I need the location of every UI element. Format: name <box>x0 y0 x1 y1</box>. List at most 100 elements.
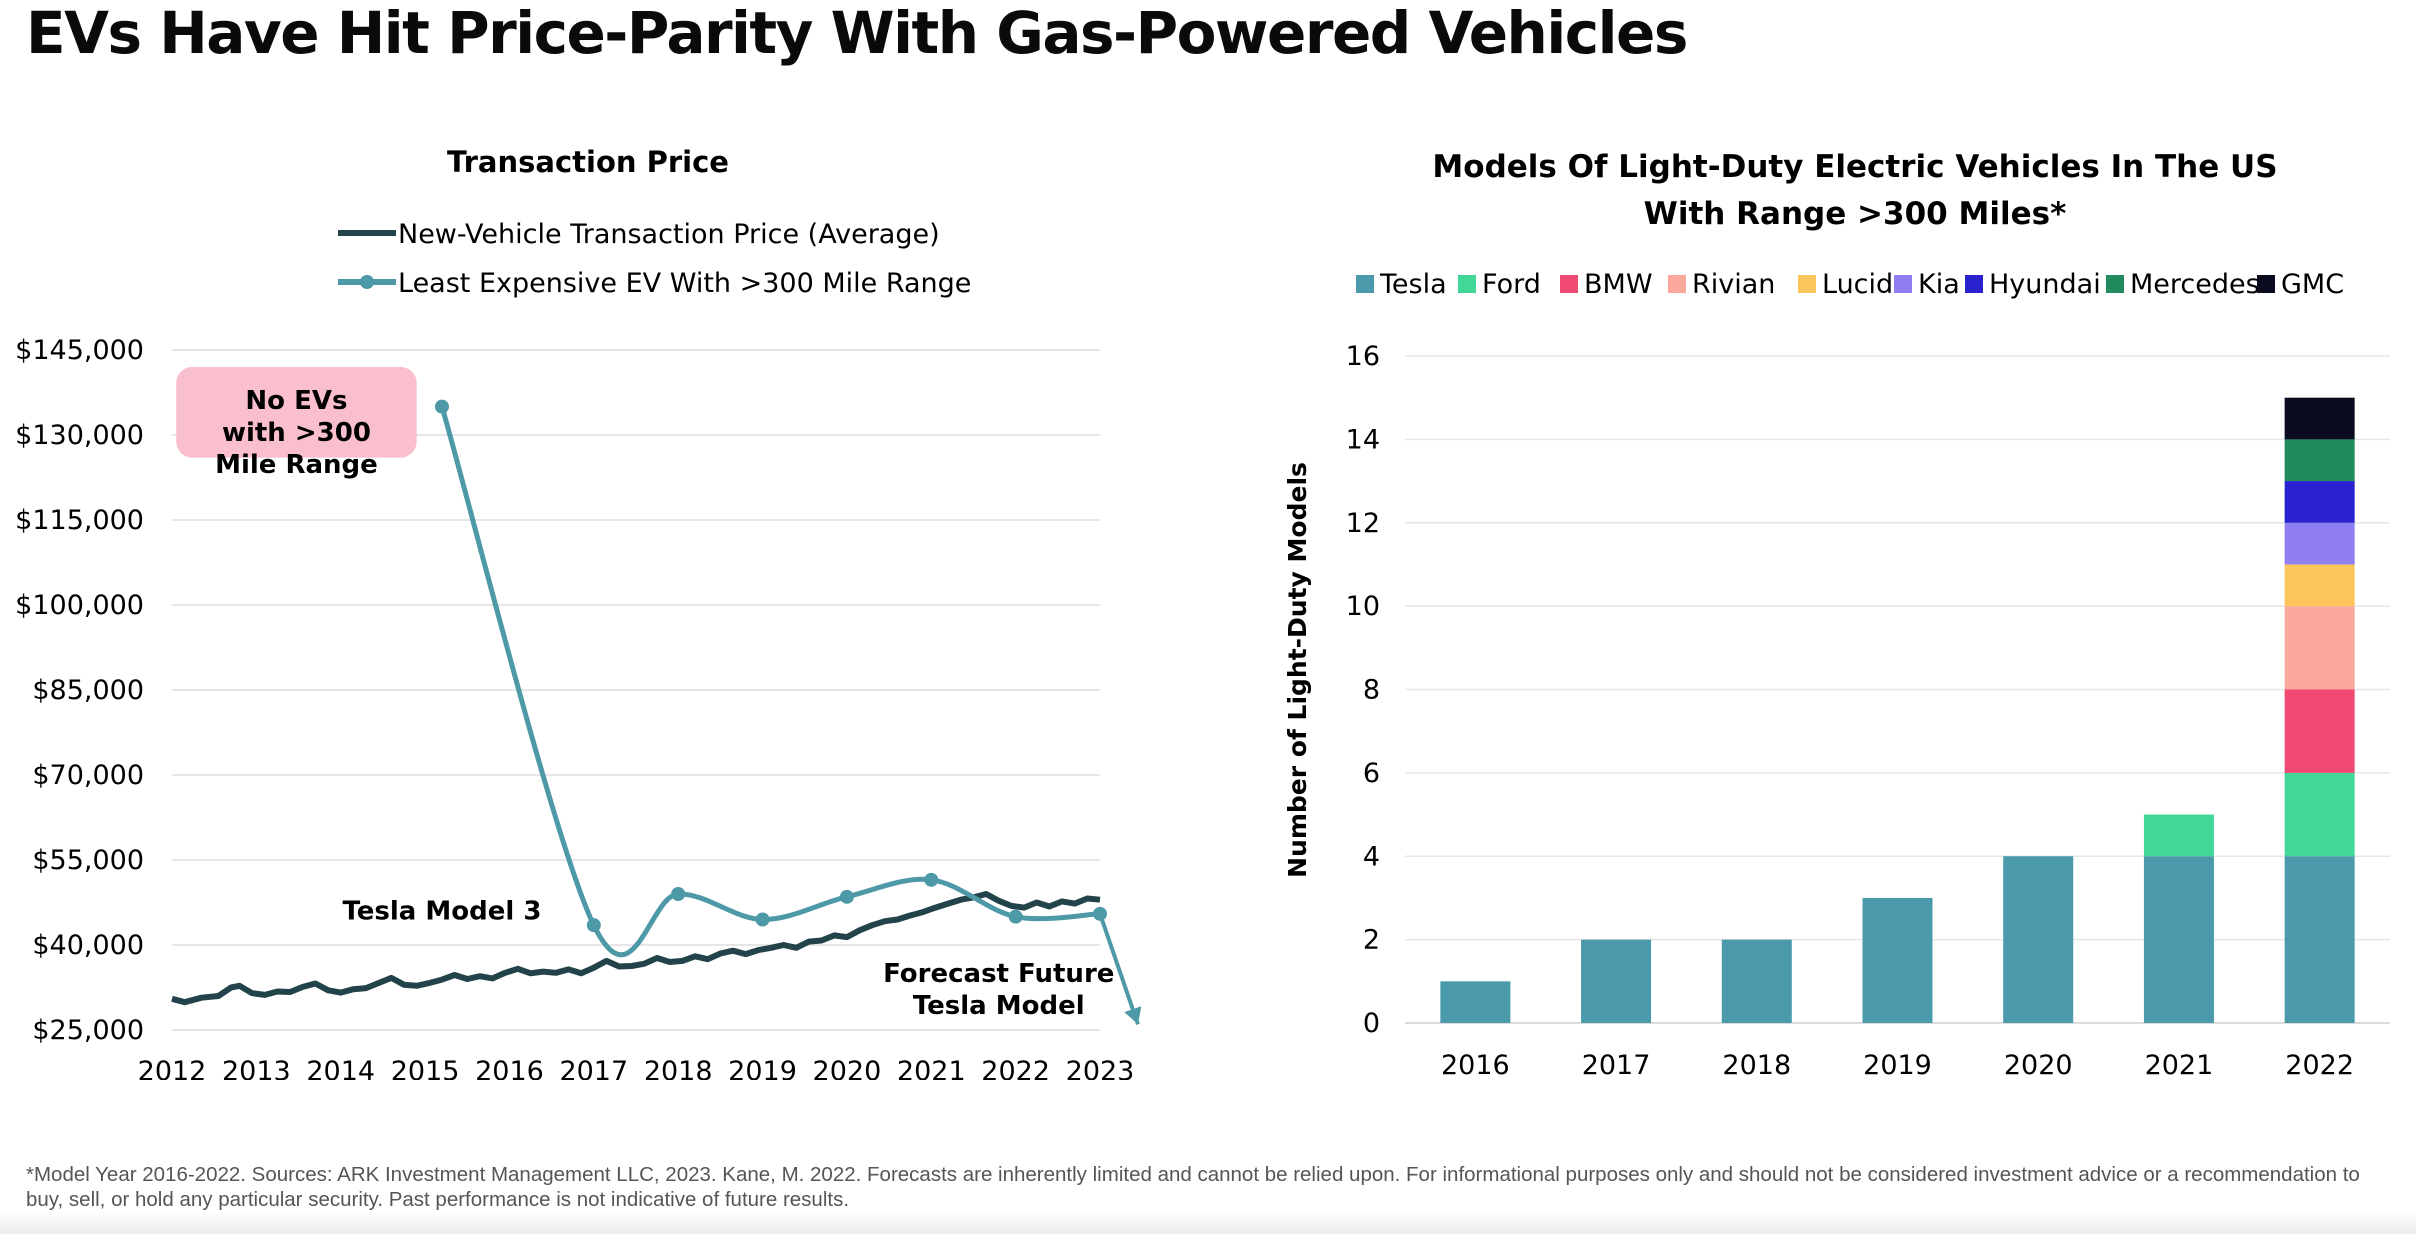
x-tick-label: 2023 <box>1066 1056 1135 1080</box>
ev-price-point <box>755 912 770 927</box>
legend-swatch-rivian <box>1668 275 1686 293</box>
bar-rivian-2022 <box>2284 606 2355 690</box>
legend-label-lucid: Lucid <box>1822 269 1893 300</box>
bar-gmc-2022 <box>2284 397 2355 440</box>
x-tick-label: 2016 <box>475 1056 544 1080</box>
right-y-axis-label: Number of Light-Duty Models <box>1283 462 1312 878</box>
x-tick-label: 2022 <box>2285 1050 2354 1080</box>
bar-mercedes-2022 <box>2284 439 2355 482</box>
no-ev-box-text: with >300 <box>222 418 371 448</box>
forecast-label: Forecast Future <box>883 959 1114 989</box>
x-tick-label: 2018 <box>1722 1050 1791 1080</box>
legend-swatch-hyundai <box>1965 275 1983 293</box>
legend-swatch-ford <box>1458 275 1476 293</box>
x-tick-label: 2022 <box>981 1056 1050 1080</box>
x-tick-label: 2018 <box>644 1056 713 1080</box>
bar-hyundai-2022 <box>2284 481 2355 523</box>
no-ev-box <box>176 367 417 458</box>
ev-price-point <box>1008 909 1023 924</box>
right-chart-legend: Tesla Ford BMW Rivian Lucid Kia Hyundai Mercede… <box>1356 269 2344 300</box>
bar-tesla-2019 <box>1862 897 1933 1023</box>
bar-tesla-2017 <box>1581 939 1652 1023</box>
footnote: *Model Year 2016-2022. Sources: ARK Inve… <box>26 1163 2360 1211</box>
y-tick-label: $100,000 <box>15 590 144 621</box>
x-tick-label: 2013 <box>222 1056 291 1080</box>
forecast-label: Tesla Model <box>913 991 1085 1021</box>
x-tick-label: 2020 <box>2004 1050 2073 1080</box>
y-tick-label: 14 <box>1346 424 1380 455</box>
y-tick-label: $55,000 <box>32 845 144 876</box>
x-tick-label: 2017 <box>559 1056 628 1080</box>
no-ev-box-text: No EVs <box>245 386 347 416</box>
y-tick-label: $130,000 <box>15 420 144 451</box>
right-chart-title-line-1: Models Of Light-Duty Electric Vehicles I… <box>1432 149 2277 185</box>
legend-label-bmw: BMW <box>1584 269 1653 300</box>
legend-swatch-bmw <box>1560 275 1578 293</box>
x-tick-label: 2020 <box>813 1056 882 1080</box>
legend-label-tesla: Tesla <box>1379 269 1447 300</box>
left-y-axis: $25,000 $40,000 $55,000 $70,000 $85,000 $100,… <box>15 335 144 1046</box>
ev-price-point <box>924 872 939 887</box>
x-tick-label: 2016 <box>1441 1050 1510 1080</box>
legend-label-hyundai: Hyundai <box>1989 269 2101 300</box>
y-tick-label: $85,000 <box>32 675 144 706</box>
legend-swatch-kia <box>1894 275 1912 293</box>
ev-models-chart: Models Of Light-Duty Electric Vehicles I… <box>1283 149 2390 1080</box>
legend-marker-ev <box>360 275 374 289</box>
left-chart-grid <box>172 349 1100 1031</box>
legend-swatch-gmc <box>2257 275 2275 293</box>
bar-tesla-2022 <box>2284 856 2355 1023</box>
y-tick-label: 4 <box>1363 841 1380 872</box>
x-tick-label: 2014 <box>306 1056 375 1080</box>
no-ev-box-text: Mile Range <box>215 450 378 480</box>
y-tick-label: $40,000 <box>32 930 144 961</box>
transaction-price-line <box>171 891 1101 1006</box>
tesla-model-3-label: Tesla Model 3 <box>342 897 541 927</box>
left-chart-legend: New-Vehicle Transaction Price (Average) L… <box>338 219 971 299</box>
bar-lucid-2022 <box>2284 564 2355 607</box>
ev-price-point <box>671 887 686 901</box>
forecast-arrow-line <box>1098 913 1140 1025</box>
legend-label-ford: Ford <box>1482 269 1541 300</box>
legend-swatch-mercedes <box>2106 275 2124 293</box>
x-tick-label: 2019 <box>1863 1050 1932 1080</box>
x-tick-label: 2021 <box>897 1056 966 1080</box>
right-y-axis: 0 2 4 6 8 10 12 14 16 <box>1346 341 1380 1039</box>
y-tick-label: 16 <box>1346 341 1380 372</box>
page-title: EVs Have Hit Price-Parity With Gas-Power… <box>26 0 1688 67</box>
y-tick-label: $70,000 <box>32 760 144 791</box>
legend-label-mercedes: Mercedes <box>2130 269 2260 300</box>
legend-label-kia: Kia <box>1918 269 1960 300</box>
y-tick-label: 12 <box>1346 508 1380 539</box>
legend-swatch-tesla <box>1356 275 1374 293</box>
x-tick-label: 2017 <box>1582 1050 1651 1080</box>
bar-ford-2021 <box>2143 814 2214 857</box>
ev-price-point <box>434 399 449 414</box>
x-tick-label: 2019 <box>728 1056 797 1080</box>
right-x-axis: 2016 2017 2018 2019 2020 2021 2022 <box>1441 1050 2354 1080</box>
bar-ford-2022 <box>2284 772 2355 857</box>
bottom-shadow <box>0 1212 2416 1234</box>
x-tick-label: 2021 <box>2145 1050 2214 1080</box>
left-chart-title: Transaction Price <box>447 145 729 179</box>
bar-tesla-2020 <box>2003 856 2074 1023</box>
legend-label-2: Least Expensive EV With >300 Mile Range <box>398 268 971 299</box>
bar-bmw-2022 <box>2284 689 2355 773</box>
right-chart-title-line-2: With Range >300 Miles* <box>1644 196 2067 232</box>
y-tick-label: 0 <box>1363 1008 1380 1039</box>
right-chart-bars <box>1440 397 2355 1023</box>
legend-label-gmc: GMC <box>2281 269 2344 300</box>
ev-price-line <box>439 405 1101 958</box>
bar-tesla-2016 <box>1440 981 1511 1023</box>
transaction-price-chart: Transaction Price New-Vehicle Transactio… <box>15 145 1142 1080</box>
ev-price-point <box>839 889 854 904</box>
bar-kia-2022 <box>2284 522 2355 565</box>
legend-label-1: New-Vehicle Transaction Price (Average) <box>398 219 940 250</box>
y-tick-label: $25,000 <box>32 1015 144 1046</box>
y-tick-label: 8 <box>1363 675 1380 706</box>
legend-swatch-lucid <box>1798 275 1816 293</box>
left-x-axis: 2012 2013 2014 2015 2016 2017 2018 2019 2020 2021… <box>138 1056 1135 1080</box>
left-chart-series <box>171 399 1142 1025</box>
legend-label-rivian: Rivian <box>1692 269 1775 300</box>
